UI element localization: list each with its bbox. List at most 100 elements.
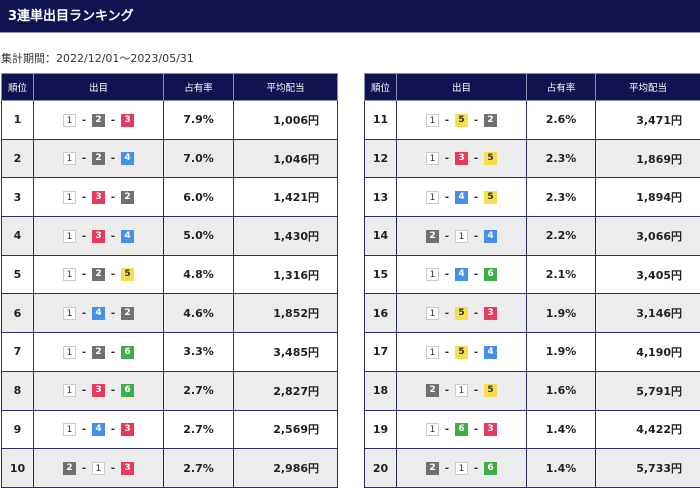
rank-cell: 2 <box>2 139 34 178</box>
boat-number-badge: 3 <box>92 384 105 397</box>
rank-cell: 14 <box>365 217 397 256</box>
combo-cell: 1-3-4 <box>34 217 164 256</box>
separator: - <box>468 385 484 396</box>
payout-cell: 1,421円 <box>234 178 338 217</box>
payout-cell: 4,422円 <box>596 410 700 449</box>
payout-cell: 3,485円 <box>234 333 338 372</box>
rank-cell: 11 <box>365 101 397 140</box>
separator: - <box>439 153 455 164</box>
boat-number-badge: 2 <box>426 462 439 475</box>
boat-number-badge: 1 <box>455 230 468 243</box>
header-share: 占有率 <box>164 74 234 101</box>
boat-number-badge: 4 <box>92 423 105 436</box>
boat-number-badge: 3 <box>484 423 497 436</box>
separator: - <box>105 308 121 319</box>
boat-number-badge: 4 <box>121 152 134 165</box>
rank-cell: 1 <box>2 101 34 140</box>
separator: - <box>468 463 484 474</box>
boat-number-badge: 1 <box>455 384 468 397</box>
boat-number-badge: 3 <box>92 191 105 204</box>
payout-cell: 2,569円 <box>234 410 338 449</box>
boat-number-badge: 1 <box>63 307 76 320</box>
separator: - <box>105 347 121 358</box>
boat-number-badge: 1 <box>426 268 439 281</box>
share-cell: 4.8% <box>164 255 234 294</box>
separator: - <box>439 308 455 319</box>
rank-cell: 8 <box>2 371 34 410</box>
boat-number-badge: 1 <box>426 346 439 359</box>
share-cell: 2.7% <box>164 410 234 449</box>
boat-number-badge: 3 <box>121 114 134 127</box>
boat-number-badge: 2 <box>426 384 439 397</box>
share-cell: 2.7% <box>164 449 234 488</box>
payout-cell: 3,146円 <box>596 294 700 333</box>
separator: - <box>468 153 484 164</box>
boat-number-badge: 1 <box>426 152 439 165</box>
boat-number-badge: 2 <box>92 268 105 281</box>
share-cell: 2.2% <box>527 217 596 256</box>
header-combo: 出目 <box>397 74 527 101</box>
boat-number-badge: 5 <box>455 346 468 359</box>
boat-number-badge: 1 <box>63 114 76 127</box>
separator: - <box>105 153 121 164</box>
payout-cell: 4,190円 <box>596 333 700 372</box>
separator: - <box>76 424 92 435</box>
boat-number-badge: 6 <box>455 423 468 436</box>
share-cell: 7.0% <box>164 139 234 178</box>
boat-number-badge: 3 <box>121 423 134 436</box>
boat-number-badge: 2 <box>92 346 105 359</box>
separator: - <box>105 269 121 280</box>
payout-cell: 1,869円 <box>596 139 700 178</box>
share-cell: 1.6% <box>527 371 596 410</box>
separator: - <box>76 153 92 164</box>
boat-number-badge: 1 <box>92 462 105 475</box>
separator: - <box>439 231 455 242</box>
boat-number-badge: 2 <box>426 230 439 243</box>
combo-cell: 1-4-6 <box>397 255 527 294</box>
rank-cell: 10 <box>2 449 34 488</box>
share-cell: 3.3% <box>164 333 234 372</box>
boat-number-badge: 6 <box>121 346 134 359</box>
boat-number-badge: 1 <box>426 191 439 204</box>
header-rank: 順位 <box>365 74 397 101</box>
boat-number-badge: 3 <box>92 230 105 243</box>
payout-cell: 1,852円 <box>234 294 338 333</box>
boat-number-badge: 6 <box>484 462 497 475</box>
boat-number-badge: 1 <box>63 423 76 436</box>
boat-number-badge: 5 <box>455 114 468 127</box>
boat-number-badge: 6 <box>484 268 497 281</box>
separator: - <box>439 115 455 126</box>
combo-cell: 1-2-3 <box>34 101 164 140</box>
boat-number-badge: 4 <box>484 230 497 243</box>
payout-cell: 3,066円 <box>596 217 700 256</box>
rank-cell: 4 <box>2 217 34 256</box>
rank-cell: 5 <box>2 255 34 294</box>
header-combo: 出目 <box>34 74 164 101</box>
separator: - <box>76 308 92 319</box>
separator: - <box>105 231 121 242</box>
combo-cell: 2-1-4 <box>397 217 527 256</box>
payout-cell: 5,791円 <box>596 371 700 410</box>
combo-cell: 1-6-3 <box>397 410 527 449</box>
share-cell: 4.6% <box>164 294 234 333</box>
separator: - <box>468 231 484 242</box>
share-cell: 1.9% <box>527 294 596 333</box>
separator: - <box>76 347 92 358</box>
share-cell: 2.3% <box>527 178 596 217</box>
boat-number-badge: 4 <box>455 268 468 281</box>
separator: - <box>76 192 92 203</box>
separator: - <box>468 424 484 435</box>
boat-number-badge: 1 <box>63 191 76 204</box>
payout-cell: 2,827円 <box>234 371 338 410</box>
separator: - <box>76 115 92 126</box>
